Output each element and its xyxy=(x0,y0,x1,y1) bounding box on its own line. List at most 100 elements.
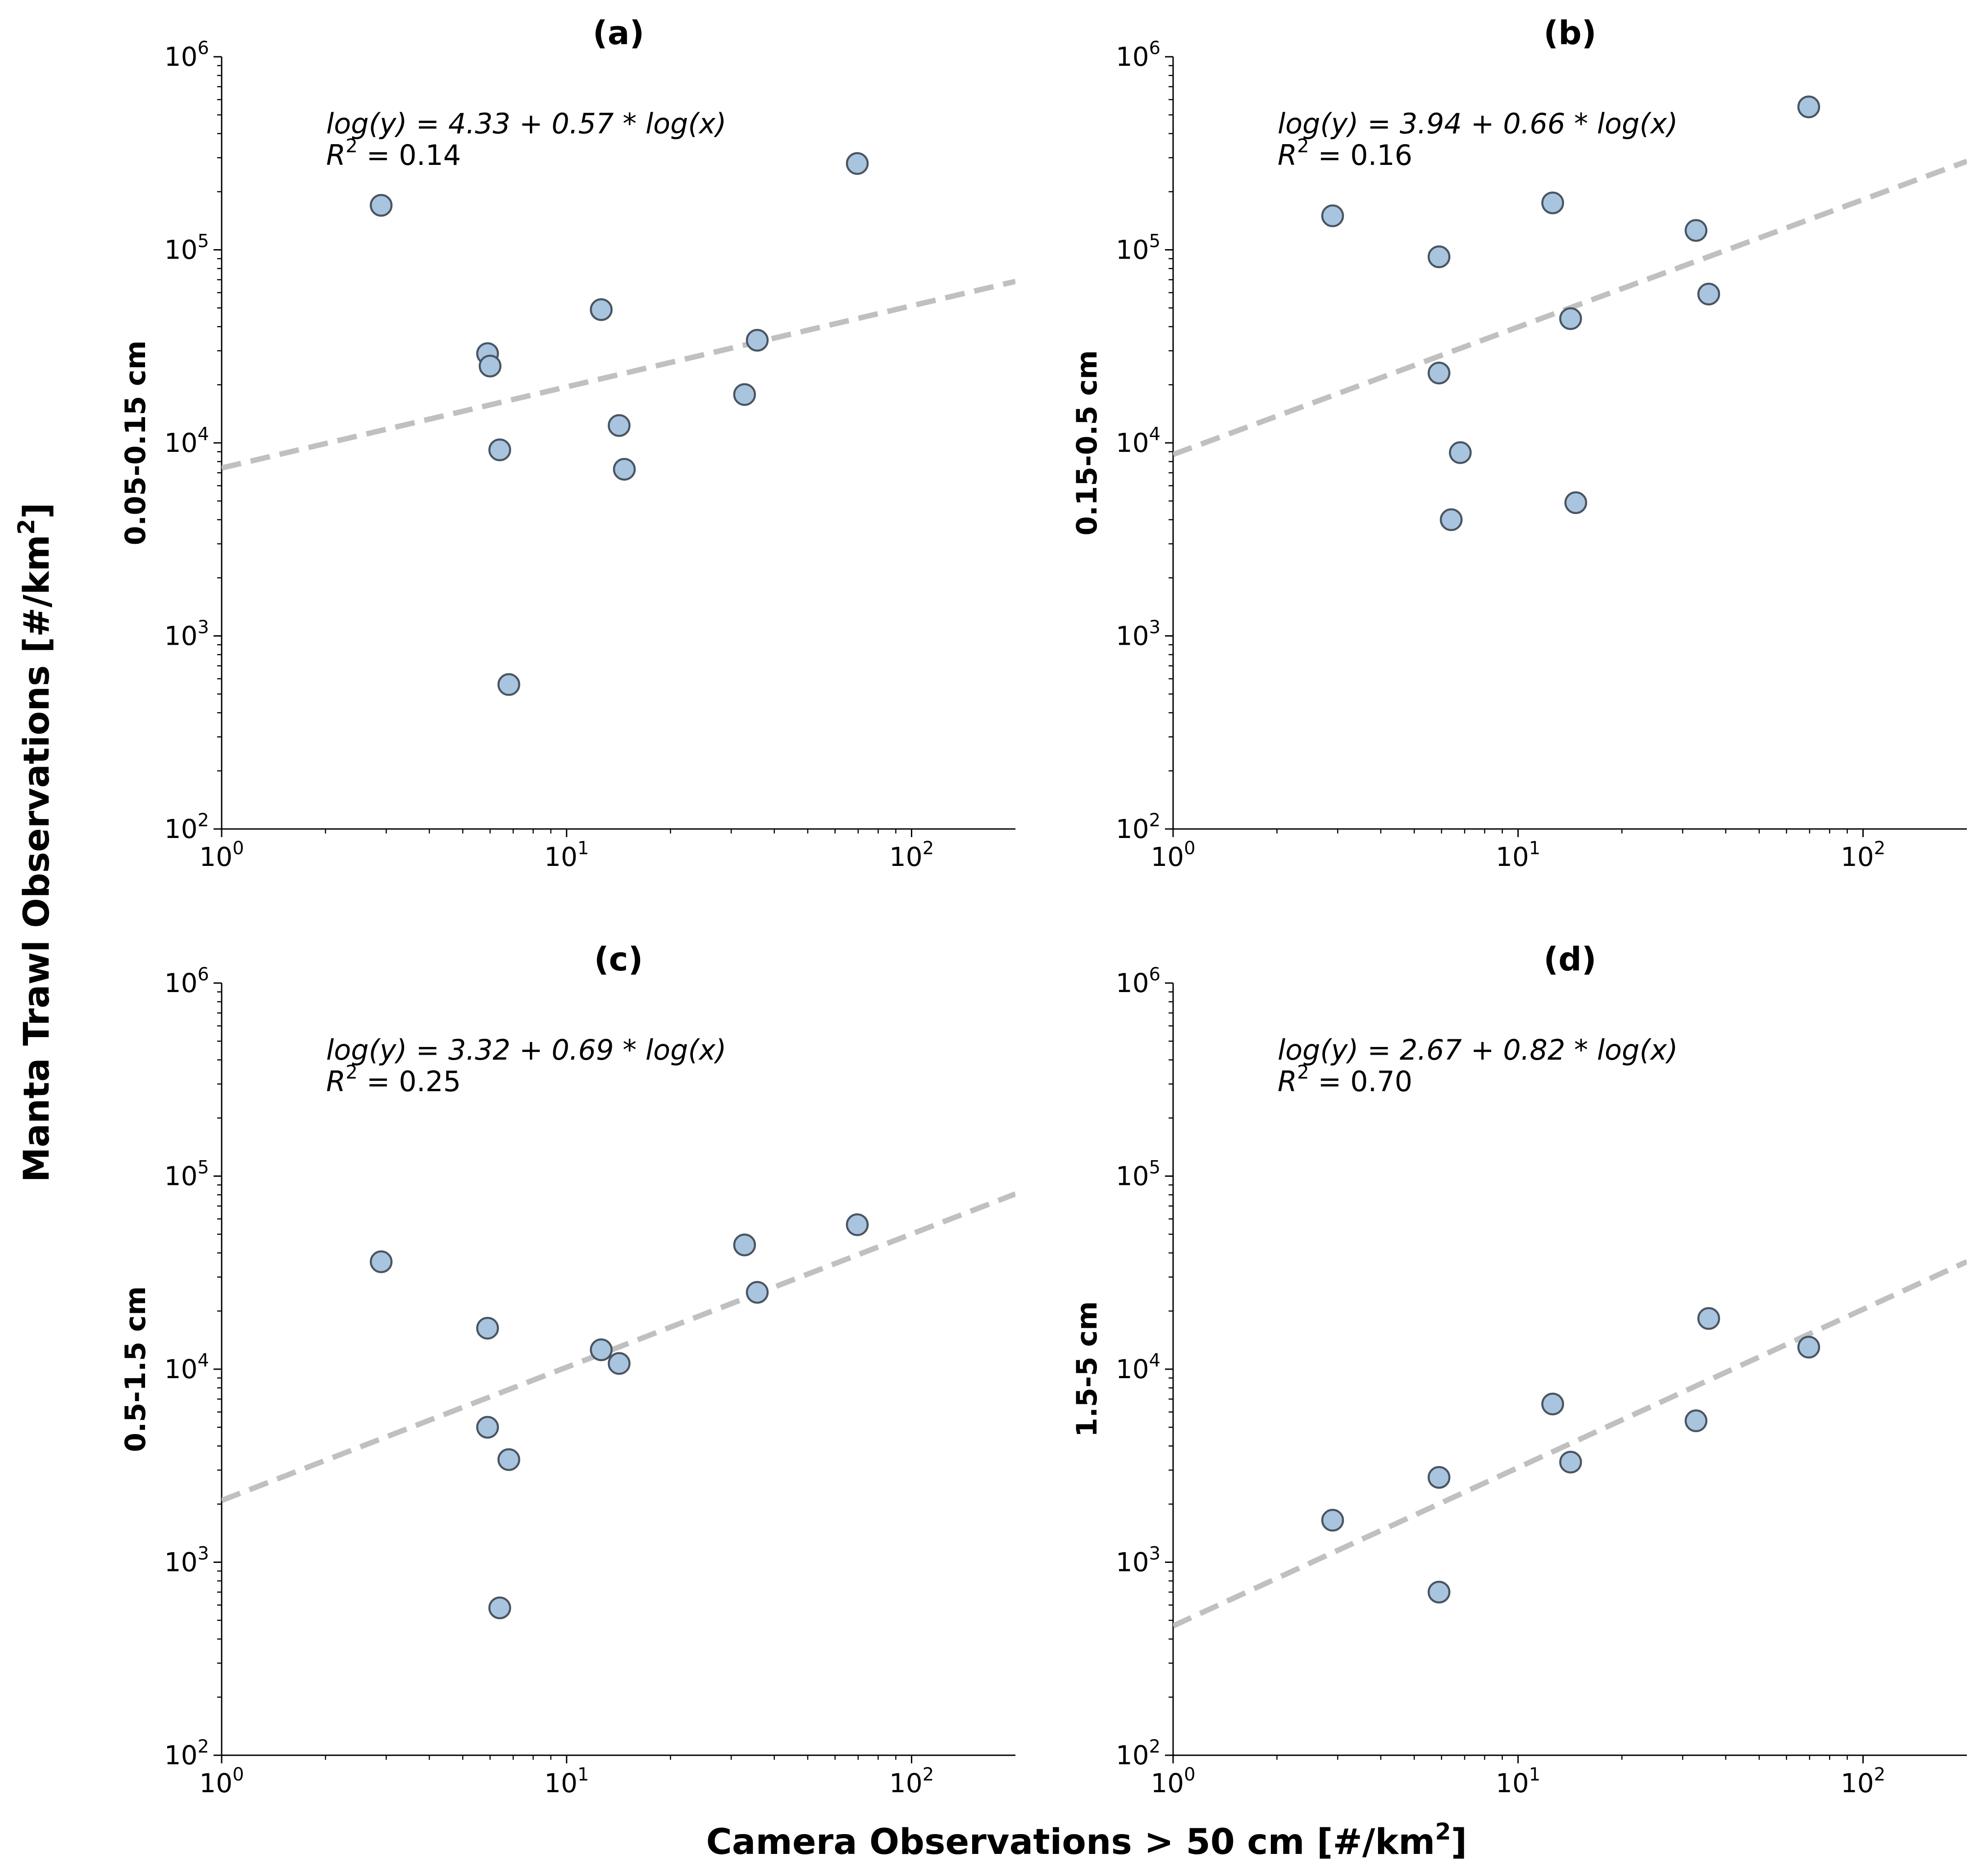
r-squared-symbol: R xyxy=(1278,1065,1297,1098)
fit-line xyxy=(222,1191,1015,1503)
r-squared-symbol: R xyxy=(326,139,346,172)
x-tick-label: 100 xyxy=(199,838,244,872)
figure-x-label: Camera Observations > 50 cm [#/km2] xyxy=(706,1818,1467,1862)
x-tick-base: 10 xyxy=(1496,1768,1529,1799)
data-point xyxy=(488,438,511,461)
panel-title: (d) xyxy=(1543,940,1596,978)
y-tick-label: 104 xyxy=(1116,424,1160,458)
r-squared-label: R2 = 0.14 xyxy=(326,135,461,172)
y-tick-exponent: 2 xyxy=(1149,810,1160,831)
x-tick-exponent: 2 xyxy=(923,838,934,859)
y-tick-exponent: 4 xyxy=(198,1350,209,1371)
data-point xyxy=(733,1234,756,1257)
y-tick-label: 106 xyxy=(164,964,209,998)
x-tick-exponent: 2 xyxy=(923,1764,934,1785)
y-tick-base: 10 xyxy=(164,1354,198,1384)
data-point xyxy=(1428,1580,1451,1604)
data-point xyxy=(1321,204,1344,228)
x-tick-label: 101 xyxy=(1496,1764,1540,1799)
data-point xyxy=(1541,191,1564,214)
x-tick-label: 101 xyxy=(544,838,589,872)
panel-y-label: 0.5-1.5 cm xyxy=(119,1286,152,1452)
y-tick-label: 103 xyxy=(164,1544,209,1578)
data-point xyxy=(488,1596,511,1620)
y-tick-base: 10 xyxy=(1116,1354,1149,1384)
x-tick-label: 100 xyxy=(1151,1764,1195,1799)
y-tick-exponent: 5 xyxy=(198,231,209,252)
panel-y-label: 0.05-0.15 cm xyxy=(119,341,152,546)
data-point xyxy=(1428,245,1451,269)
data-point xyxy=(1684,1409,1708,1432)
x-tick-exponent: 1 xyxy=(1529,1764,1540,1785)
y-tick-base: 10 xyxy=(164,968,198,998)
data-point xyxy=(1697,1307,1720,1330)
panel-y-label: 1.5-5 cm xyxy=(1070,1301,1103,1437)
y-tick-exponent: 5 xyxy=(198,1157,209,1178)
y-tick-exponent: 2 xyxy=(198,810,209,831)
x-tick-label: 102 xyxy=(889,838,934,872)
data-point xyxy=(1559,1451,1582,1474)
data-point xyxy=(476,1316,499,1340)
x-tick-base: 10 xyxy=(1496,842,1529,872)
y-tick-exponent: 3 xyxy=(1149,617,1160,638)
data-point xyxy=(733,383,756,406)
fit-line-group xyxy=(222,278,1015,471)
r-squared-value: = 0.70 xyxy=(1309,1065,1412,1098)
data-point xyxy=(1440,508,1463,531)
y-tick-label: 104 xyxy=(1116,1350,1160,1384)
data-point xyxy=(1428,361,1451,385)
y-tick-exponent: 3 xyxy=(198,617,209,638)
y-tick-exponent: 6 xyxy=(1149,964,1160,985)
data-point xyxy=(1684,219,1708,242)
data-point xyxy=(1797,1335,1820,1359)
y-tick-exponent: 3 xyxy=(198,1544,209,1564)
y-tick-exponent: 4 xyxy=(1149,1350,1160,1371)
y-tick-exponent: 3 xyxy=(1149,1544,1160,1564)
x-tick-label: 100 xyxy=(1151,838,1195,872)
r-squared-symbol: R xyxy=(326,1065,346,1098)
r-squared-exponent: 2 xyxy=(346,1061,358,1083)
fit-line xyxy=(222,278,1015,471)
x-tick-base: 10 xyxy=(1151,842,1184,872)
data-point xyxy=(1428,1466,1451,1489)
x-tick-label: 102 xyxy=(1841,838,1885,872)
data-point xyxy=(1541,1393,1564,1416)
y-tick-base: 10 xyxy=(164,41,198,72)
regression-equation: log(y) = 2.67 + 0.82 * log(x) xyxy=(1278,1034,1678,1066)
x-tick-base: 10 xyxy=(889,1768,923,1799)
y-tick-exponent: 5 xyxy=(1149,231,1160,252)
y-tick-label: 102 xyxy=(1116,1736,1160,1771)
x-tick-exponent: 2 xyxy=(1874,1764,1885,1785)
y-tick-base: 10 xyxy=(164,1740,198,1771)
y-tick-base: 10 xyxy=(164,621,198,651)
x-tick-base: 10 xyxy=(199,1768,232,1799)
y-tick-base: 10 xyxy=(1116,235,1149,265)
x-tick-exponent: 1 xyxy=(578,838,589,859)
data-point xyxy=(746,1281,769,1304)
r-squared-exponent: 2 xyxy=(1297,135,1309,157)
y-tick-base: 10 xyxy=(164,235,198,265)
data-point xyxy=(497,673,520,696)
panel-title: (a) xyxy=(593,14,644,52)
y-tick-exponent: 2 xyxy=(198,1736,209,1757)
y-tick-base: 10 xyxy=(164,1547,198,1578)
y-tick-label: 103 xyxy=(164,617,209,651)
data-point xyxy=(590,1338,613,1361)
x-tick-exponent: 0 xyxy=(232,1764,244,1785)
y-tick-label: 102 xyxy=(164,1736,209,1771)
r-squared-exponent: 2 xyxy=(346,135,358,157)
x-tick-label: 100 xyxy=(199,1764,244,1799)
y-tick-base: 10 xyxy=(1116,621,1149,651)
y-tick-label: 102 xyxy=(164,810,209,844)
x-tick-base: 10 xyxy=(889,842,923,872)
data-point xyxy=(497,1448,520,1471)
data-point xyxy=(746,329,769,352)
y-tick-label: 105 xyxy=(1116,231,1160,265)
panel-title: (c) xyxy=(594,940,643,978)
x-tick-base: 10 xyxy=(1151,1768,1184,1799)
y-tick-base: 10 xyxy=(1116,968,1149,998)
r-squared-exponent: 2 xyxy=(1297,1061,1309,1083)
